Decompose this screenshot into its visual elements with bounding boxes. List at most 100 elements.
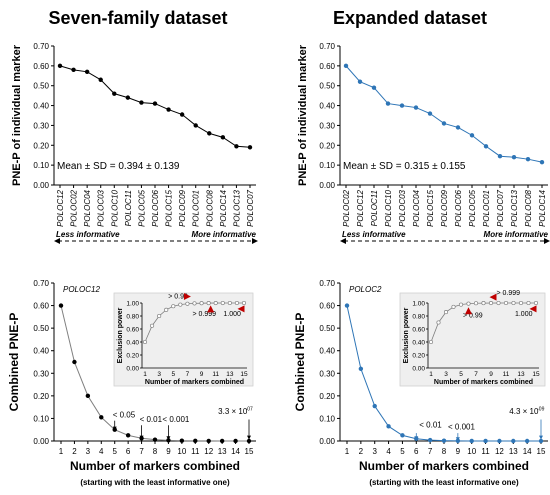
x-tick-label: POLOC12 — [356, 189, 365, 226]
inset-point — [213, 300, 218, 306]
data-point — [358, 366, 364, 371]
x-tick-label: POLOC14 — [219, 189, 228, 226]
inset-y-tick-label: 0.80 — [412, 314, 425, 321]
data-point — [193, 123, 198, 128]
data-point — [58, 303, 64, 308]
y-tick-label: 0.40 — [319, 102, 335, 111]
data-point — [57, 63, 63, 69]
y-axis-title: Combined PNE-P — [7, 313, 21, 412]
data-point — [497, 438, 502, 444]
x-tick-label: POLOC09 — [178, 189, 187, 226]
inset-x-tick-label: 9 — [200, 371, 204, 378]
x-tick-label: 1 — [345, 447, 350, 456]
data-point — [152, 437, 158, 442]
inset-point — [227, 300, 232, 306]
x-tick-label: 14 — [523, 447, 532, 456]
y-tick-label: 0.70 — [33, 42, 49, 51]
inset-y-tick-label: 0.00 — [126, 366, 139, 373]
x-tick-label: POLOC01 — [192, 190, 201, 227]
x-tick-label: 15 — [537, 447, 546, 456]
inset-x-tick-label: 3 — [157, 371, 161, 378]
arrow-head-left — [54, 238, 60, 244]
inset-y-axis-title: Exclusion power — [403, 307, 410, 363]
x-tick-label: 4 — [386, 447, 391, 456]
x-tick-label: POLOC15 — [426, 189, 435, 226]
x-tick-label: POLOC06 — [454, 189, 463, 226]
annotation-arrowhead — [139, 435, 144, 440]
x-tick-label: 3 — [86, 447, 91, 456]
inset-point — [466, 301, 471, 306]
data-point — [179, 438, 185, 443]
x-tick-label: POLOC05 — [137, 189, 146, 226]
x-tick-label: 4 — [99, 447, 104, 456]
y-tick-label: 0.30 — [319, 121, 335, 130]
inset-point — [171, 304, 176, 309]
y-tick-label: 0.00 — [319, 181, 335, 190]
inset-y-tick-label: 0.40 — [126, 340, 139, 347]
final-value-annotation: 3.3 × 10 — [218, 407, 248, 416]
arrow-head-right — [252, 238, 258, 244]
x-tick-label: POLOC08 — [205, 189, 214, 226]
inset-x-tick-label: 15 — [532, 371, 540, 378]
data-point — [441, 438, 447, 443]
y-tick-label: 0.30 — [319, 369, 335, 378]
inset-y-tick-label: 0.60 — [412, 327, 425, 334]
final-value-annotation: 4.3 × 10 — [509, 407, 539, 416]
data-point — [538, 438, 544, 444]
data-point — [371, 85, 377, 90]
column-title: Expanded dataset — [333, 8, 487, 28]
data-point — [372, 403, 377, 409]
inset-x-tick-label: 9 — [489, 371, 493, 378]
inset-x-tick-label: 13 — [226, 371, 234, 378]
data-point — [206, 438, 211, 444]
y-axis-title: PNE-P of individual marker — [297, 44, 309, 186]
y-tick-label: 0.50 — [33, 82, 49, 91]
x-tick-label: 7 — [139, 447, 144, 456]
x-tick-label: 13 — [509, 447, 518, 456]
x-tick-label: POLOC08 — [524, 189, 533, 226]
data-point — [99, 415, 104, 420]
data-point — [247, 145, 253, 150]
inset-y-tick-label: 1.00 — [126, 301, 139, 308]
data-point — [179, 112, 185, 117]
y-tick-label: 0.50 — [33, 324, 49, 333]
arrow-head-right — [544, 238, 550, 244]
inset-x-tick-label: 11 — [212, 371, 219, 378]
more-informative-label: More informative — [192, 230, 257, 239]
inset-annotation: 1.000 — [223, 311, 241, 318]
inset-point — [428, 339, 434, 345]
inset-annotation: > 0.999 — [497, 290, 521, 297]
inset-point — [157, 313, 162, 319]
threshold-annotation: < 0.05 — [113, 410, 136, 419]
x-tick-label: 2 — [72, 447, 77, 456]
inset-annotation: > 0.999 — [193, 311, 217, 318]
data-point — [413, 105, 419, 110]
x-tick-label: 15 — [245, 447, 254, 456]
y-tick-label: 0.40 — [33, 347, 49, 356]
x-tick-label: POLOC04 — [83, 189, 92, 226]
x-tick-label: POLOC15 — [165, 189, 174, 226]
data-point — [483, 144, 489, 149]
inset-y-tick-label: 0.20 — [412, 353, 425, 360]
x-tick-label: 10 — [177, 447, 186, 456]
y-tick-label: 0.70 — [319, 42, 335, 51]
data-line — [345, 65, 543, 163]
annotation-arrowhead — [539, 435, 543, 440]
data-point — [207, 131, 212, 136]
y-tick-label: 0.20 — [33, 141, 49, 150]
x-tick-label: POLOC11 — [370, 190, 379, 226]
inset-point — [192, 301, 197, 306]
data-point — [85, 393, 91, 399]
inset-point — [443, 310, 449, 315]
y-axis-title: Combined PNE-P — [293, 313, 307, 412]
inset-y-axis-title: Exclusion power — [117, 307, 124, 363]
data-point — [385, 101, 391, 106]
final-value-exponent: -09 — [537, 407, 544, 413]
inset-x-tick-label: 11 — [503, 371, 510, 378]
inset-point — [178, 302, 183, 307]
inset-point — [503, 300, 509, 306]
x-tick-label: POLOC01 — [482, 190, 491, 227]
data-point — [441, 121, 447, 126]
x-axis-subtitle: (starting with the least informative one… — [369, 478, 519, 487]
inset-point — [481, 301, 486, 306]
